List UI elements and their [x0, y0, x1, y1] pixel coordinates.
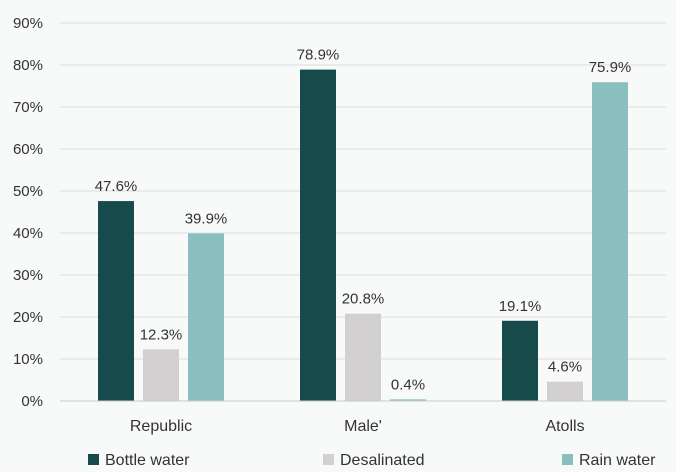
x-category-label: Male': [344, 418, 382, 435]
x-axis-category-labels: Republic Male' Atolls: [130, 418, 585, 435]
data-label: 12.3%: [140, 326, 183, 343]
y-tick-label: 60%: [13, 141, 43, 158]
legend-label: Rain water: [579, 452, 656, 469]
data-label: 75.9%: [589, 59, 632, 76]
y-tick-label: 70%: [13, 99, 43, 116]
legend-swatch: [88, 454, 99, 465]
y-tick-label: 40%: [13, 225, 43, 242]
gridlines: [60, 22, 666, 360]
bar: [547, 381, 583, 401]
legend: Bottle water Desalinated Rain water: [88, 452, 656, 469]
y-tick-label: 20%: [13, 309, 43, 326]
bars: [98, 69, 628, 402]
bar: [390, 399, 426, 401]
data-label: 0.4%: [391, 376, 425, 393]
bar: [143, 349, 179, 401]
bar: [345, 313, 381, 401]
bar: [98, 201, 134, 401]
y-tick-label: 80%: [13, 57, 43, 74]
y-axis-ticks: 0% 10% 20% 30% 40% 50% 60% 70% 80% 90%: [13, 15, 43, 410]
y-tick-label: 0%: [21, 393, 43, 410]
y-tick-label: 90%: [13, 15, 43, 32]
bar: [300, 69, 336, 402]
bar: [592, 82, 628, 401]
y-tick-label: 30%: [13, 267, 43, 284]
legend-label: Desalinated: [340, 452, 425, 469]
y-tick-label: 10%: [13, 351, 43, 368]
data-label: 78.9%: [297, 47, 340, 64]
bar: [502, 320, 538, 401]
x-category-label: Republic: [130, 418, 192, 435]
data-label: 4.6%: [548, 359, 582, 376]
legend-label: Bottle water: [105, 452, 190, 469]
data-label: 20.8%: [342, 291, 385, 308]
data-label: 47.6%: [95, 178, 138, 195]
data-label: 19.1%: [499, 298, 542, 315]
y-tick-label: 50%: [13, 183, 43, 200]
legend-swatch: [323, 454, 334, 465]
bar: [188, 233, 224, 401]
legend-swatch: [562, 454, 573, 465]
data-label: 39.9%: [185, 210, 228, 227]
data-labels: 47.6% 12.3% 39.9% 78.9% 20.8% 0.4% 19.1% 4.6% 75…: [95, 47, 632, 394]
x-category-label: Atolls: [545, 418, 584, 435]
